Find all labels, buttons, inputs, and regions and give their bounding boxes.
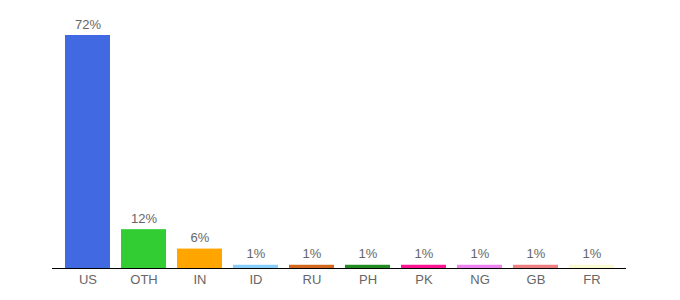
svg-text:US: US xyxy=(79,272,97,287)
svg-text:FR: FR xyxy=(583,272,600,287)
svg-text:RU: RU xyxy=(303,272,322,287)
svg-text:PK: PK xyxy=(415,272,433,287)
svg-text:GB: GB xyxy=(527,272,546,287)
svg-text:72%: 72% xyxy=(75,17,101,32)
svg-text:6%: 6% xyxy=(191,230,210,245)
svg-text:1%: 1% xyxy=(527,246,546,261)
svg-text:1%: 1% xyxy=(303,246,322,261)
svg-text:1%: 1% xyxy=(415,246,434,261)
svg-text:1%: 1% xyxy=(471,246,490,261)
svg-text:ID: ID xyxy=(250,272,263,287)
svg-text:PH: PH xyxy=(359,272,377,287)
svg-text:IN: IN xyxy=(194,272,207,287)
svg-text:OTH: OTH xyxy=(130,272,157,287)
svg-text:12%: 12% xyxy=(131,211,157,226)
svg-text:1%: 1% xyxy=(583,246,602,261)
svg-text:NG: NG xyxy=(470,272,490,287)
svg-text:1%: 1% xyxy=(359,246,378,261)
svg-text:1%: 1% xyxy=(247,246,266,261)
